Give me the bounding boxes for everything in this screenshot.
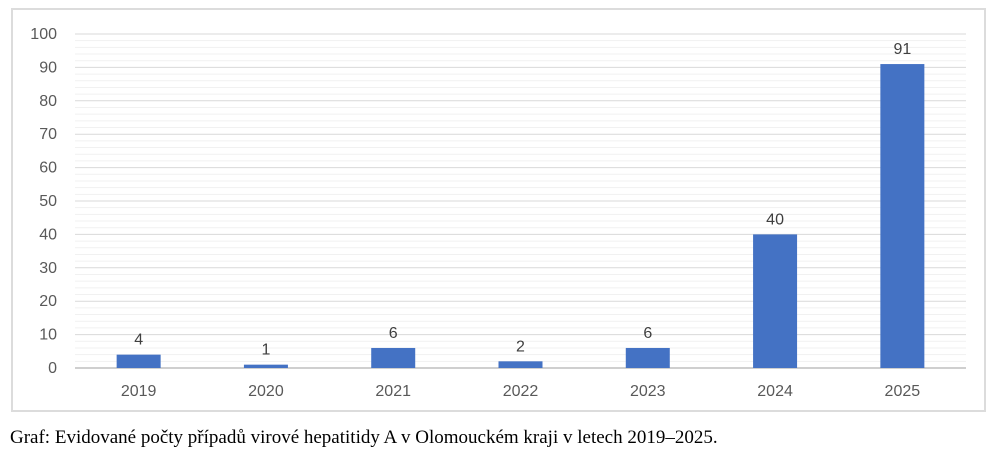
y-tick-label: 0: [48, 360, 57, 377]
x-tick-label-2025: 2025: [885, 383, 921, 400]
data-label-2024: 40: [766, 211, 784, 228]
y-tick-label: 40: [39, 226, 57, 243]
bar-2021: [371, 347, 416, 368]
data-label-2025: 91: [893, 41, 911, 58]
data-label-2022: 2: [516, 338, 525, 355]
x-tick-label-2023: 2023: [630, 383, 666, 400]
x-tick-label-2021: 2021: [375, 383, 411, 400]
x-tick-label-2020: 2020: [248, 383, 284, 400]
data-label-2020: 1: [261, 342, 270, 359]
y-tick-label: 20: [39, 293, 57, 310]
data-label-2021: 6: [389, 325, 398, 342]
y-tick-label: 50: [39, 193, 57, 210]
x-tick-label-2024: 2024: [757, 383, 793, 400]
y-tick-label: 100: [30, 26, 57, 43]
y-tick-label: 70: [39, 126, 57, 143]
hepatitis-cases-bar-chart: 0 10 20 30 40 50 60 70 80 90 100 4 2019 1 2020 6 2021 2 20…: [30, 26, 966, 400]
bar-2020: [243, 364, 288, 368]
y-tick-label: 10: [39, 327, 57, 344]
chart-frame: 0 10 20 30 40 50 60 70 80 90 100 4 2019 1 2020 6 2021 2 20…: [11, 8, 986, 412]
data-label-2023: 6: [643, 325, 652, 342]
x-tick-label-2022: 2022: [503, 383, 539, 400]
y-tick-label: 30: [39, 260, 57, 277]
bar-2023: [625, 347, 670, 368]
bar-2022: [498, 361, 543, 368]
bar-2025: [880, 64, 925, 368]
y-tick-label: 90: [39, 59, 57, 76]
y-tick-label: 80: [39, 93, 57, 110]
chart-caption: Graf: Evidované počty případů virové hep…: [10, 427, 718, 448]
y-tick-label: 60: [39, 160, 57, 177]
bar-2024: [753, 234, 798, 368]
data-label-2019: 4: [134, 332, 143, 349]
bar-2019: [116, 354, 161, 368]
x-tick-label-2019: 2019: [121, 383, 157, 400]
